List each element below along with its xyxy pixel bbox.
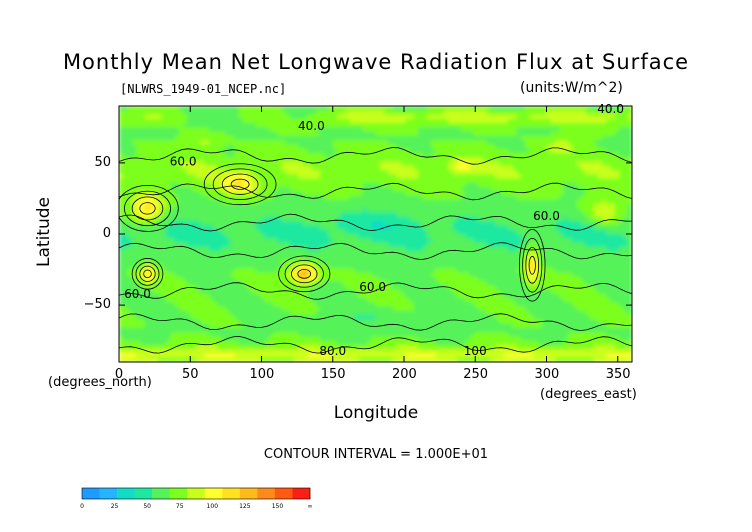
contour-line	[221, 173, 259, 195]
x-tick-label: 0	[114, 367, 124, 382]
colorbar-tick-label: 25	[110, 503, 119, 510]
colorbar-swatch	[117, 488, 135, 499]
colorbar-tick-label: 50	[143, 503, 151, 510]
x-tick-label: 100	[249, 367, 275, 382]
colorbar-swatch	[134, 488, 153, 499]
colorbar-swatch	[274, 488, 293, 499]
contour-lines	[119, 147, 632, 354]
x-tick-label: 50	[181, 367, 199, 382]
x-tick-label: 350	[605, 367, 631, 382]
colorbar-swatch	[152, 488, 170, 499]
y-tick-label: 0	[102, 226, 111, 241]
contour-line	[143, 269, 152, 279]
contour-line	[278, 255, 331, 293]
colorbar-swatch	[82, 488, 100, 499]
units-label: (units:W/m^2)	[520, 80, 623, 96]
colorbar-tick-label: 150	[271, 503, 284, 510]
contour-line	[291, 264, 318, 284]
colorbar-swatch	[292, 488, 311, 499]
flux-field	[119, 106, 632, 362]
contour-line	[528, 255, 536, 275]
x-tick-label: 150	[320, 367, 346, 382]
colorbar-tick-label: 125	[239, 503, 251, 510]
contour-line	[119, 282, 632, 300]
colorbar-tick-label: 100	[206, 503, 219, 510]
y-tick-label: −50	[83, 297, 111, 313]
contour-interval: CONTOUR INTERVAL = 1.000E+01	[263, 447, 489, 462]
contour-line	[230, 178, 250, 190]
colorbar-swatch	[222, 488, 241, 499]
contour-line	[139, 265, 156, 282]
contour-line	[124, 190, 171, 227]
contour-line	[522, 238, 543, 293]
contour-line	[119, 313, 632, 331]
contour-line	[119, 242, 632, 260]
colorbar-tick-label: 75	[175, 503, 184, 510]
colorbar-swatch	[187, 488, 206, 499]
colorbar	[81, 487, 311, 500]
colorbar-tick-label: 0	[80, 503, 84, 510]
chart-title: Monthly Mean Net Longwave Radiation Flux…	[62, 50, 690, 74]
colorbar-frame	[81, 487, 311, 500]
contour-label: 100	[464, 344, 487, 358]
contour-line	[119, 182, 632, 201]
colorbar-swatch	[99, 488, 118, 499]
contour-line	[297, 268, 312, 279]
contour-line	[135, 261, 160, 286]
y-units-note: (degrees_north)	[48, 375, 152, 390]
x-tick-label: 300	[534, 367, 560, 382]
contour-label: 80.0	[319, 344, 346, 358]
y-axis-label: Latitude	[34, 197, 54, 267]
contour-line	[119, 147, 632, 165]
y-tick-label: 50	[94, 154, 111, 170]
x-axis-label: Longitude	[333, 403, 419, 423]
colorbar-tick-label: ∞	[307, 503, 313, 510]
x-tick-label: 250	[463, 367, 489, 382]
colorbar-swatch	[169, 488, 188, 499]
colorbar-swatch	[239, 488, 258, 499]
contour-label: 40.0	[597, 102, 624, 116]
contour-label: 60.0	[359, 280, 386, 294]
contour-line	[519, 229, 546, 302]
contour-label: 60.0	[124, 287, 151, 301]
contour-line	[131, 258, 164, 290]
contour-line	[119, 184, 179, 232]
x-units-note: (degrees_east)	[540, 387, 637, 402]
contour-line	[525, 246, 540, 284]
colorbar-swatch	[204, 488, 223, 499]
contour-label: 60.0	[170, 155, 197, 169]
contour-line	[203, 163, 277, 206]
contour-line	[119, 213, 632, 232]
contour-label: 60.0	[533, 209, 560, 223]
contour-line	[212, 168, 268, 200]
contour-label: 40.0	[298, 119, 325, 133]
contour-line	[131, 196, 164, 221]
contour-labels: 40.0 60.0 60.0 60.0 60.0 40.0 80.0 100	[124, 102, 624, 358]
contour-line	[139, 202, 156, 215]
colorbar-swatch	[257, 488, 276, 499]
contour-line	[284, 259, 324, 288]
contour-line	[119, 335, 632, 354]
x-tick-label: 200	[392, 367, 417, 382]
dataset-filename: [NLWRS_1949-01_NCEP.nc]	[120, 82, 287, 96]
axis-ticks	[118, 106, 632, 362]
